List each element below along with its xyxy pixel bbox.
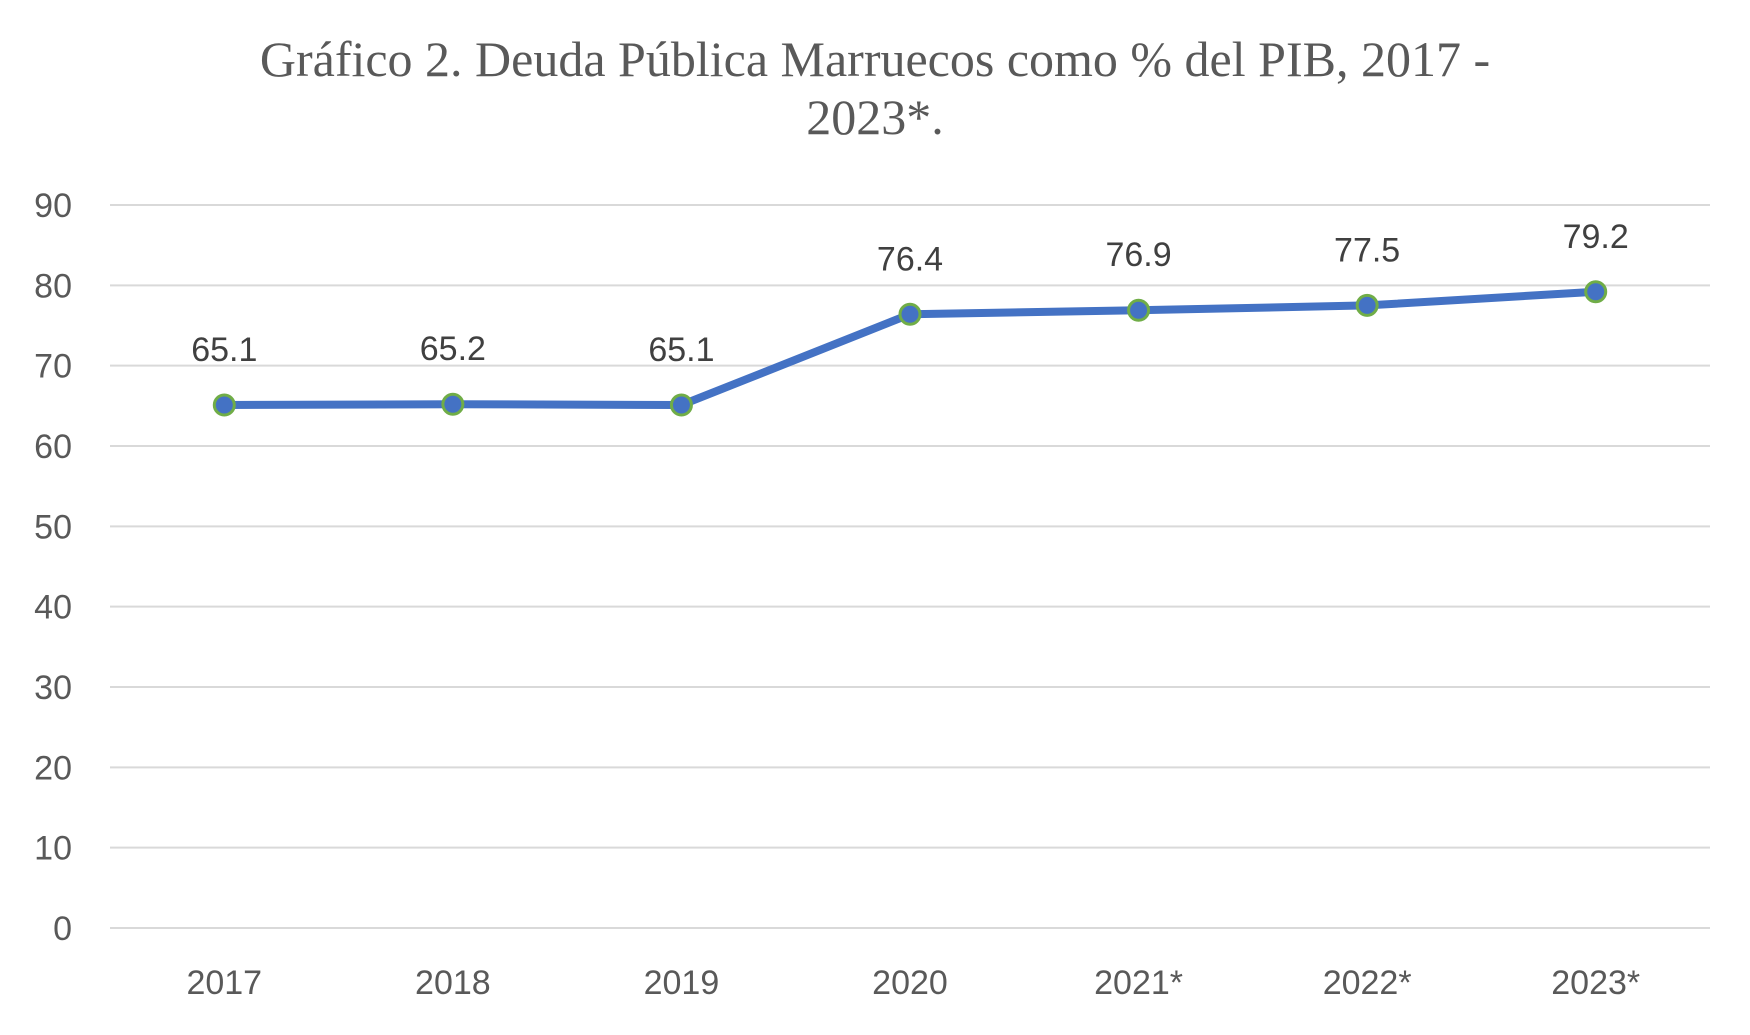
y-tick-label-90: 90 bbox=[34, 187, 72, 225]
data-point-2020 bbox=[898, 302, 922, 326]
data-labels: 65.1 65.2 65.1 76.4 76.9 77.5 79.2 bbox=[191, 218, 1629, 369]
data-point-2021p bbox=[1127, 298, 1151, 322]
y-tick-label-0: 0 bbox=[53, 910, 72, 948]
x-tick-label-2020: 2020 bbox=[872, 964, 948, 1002]
data-point-2022p bbox=[1355, 293, 1379, 317]
x-tick-label-2022p: 2022* bbox=[1323, 964, 1412, 1002]
chart-title: Gráfico 2. Deuda Pública Marruecos como … bbox=[0, 30, 1750, 146]
data-label-2018: 65.2 bbox=[420, 330, 486, 368]
data-label-2020: 76.4 bbox=[877, 240, 943, 278]
y-tick-label-20: 20 bbox=[34, 749, 72, 787]
chart-title-line-2: 2023*. bbox=[806, 89, 944, 145]
x-tick-label-2021p: 2021* bbox=[1094, 964, 1183, 1002]
x-tick-label-2018: 2018 bbox=[415, 964, 491, 1002]
data-label-2017: 65.1 bbox=[191, 331, 257, 369]
data-point-2018 bbox=[441, 392, 465, 416]
data-point-2023p bbox=[1584, 280, 1608, 304]
y-tick-label-80: 80 bbox=[34, 267, 72, 305]
x-axis-ticks: 2017 2018 2019 2020 2021* 2022* 2023* bbox=[186, 964, 1640, 1002]
data-label-2023p: 79.2 bbox=[1563, 218, 1629, 256]
data-label-2021p: 76.9 bbox=[1105, 236, 1171, 274]
y-axis-ticks: 0 10 20 30 40 50 60 70 80 90 bbox=[34, 187, 72, 948]
markers bbox=[212, 280, 1608, 417]
data-point-2017 bbox=[212, 393, 236, 417]
chart-title-line-1: Gráfico 2. Deuda Pública Marruecos como … bbox=[259, 31, 1491, 87]
y-tick-label-10: 10 bbox=[34, 830, 72, 868]
x-tick-label-2017: 2017 bbox=[186, 964, 262, 1002]
y-tick-label-60: 60 bbox=[34, 428, 72, 466]
data-label-2022p: 77.5 bbox=[1334, 231, 1400, 269]
x-tick-label-2019: 2019 bbox=[644, 964, 720, 1002]
data-label-2019: 65.1 bbox=[648, 331, 714, 369]
y-tick-label-70: 70 bbox=[34, 348, 72, 386]
gridlines bbox=[110, 204, 1710, 929]
y-tick-label-30: 30 bbox=[34, 669, 72, 707]
y-tick-label-40: 40 bbox=[34, 589, 72, 627]
data-point-2019 bbox=[669, 393, 693, 417]
x-tick-label-2023p: 2023* bbox=[1551, 964, 1640, 1002]
y-tick-label-50: 50 bbox=[34, 508, 72, 546]
